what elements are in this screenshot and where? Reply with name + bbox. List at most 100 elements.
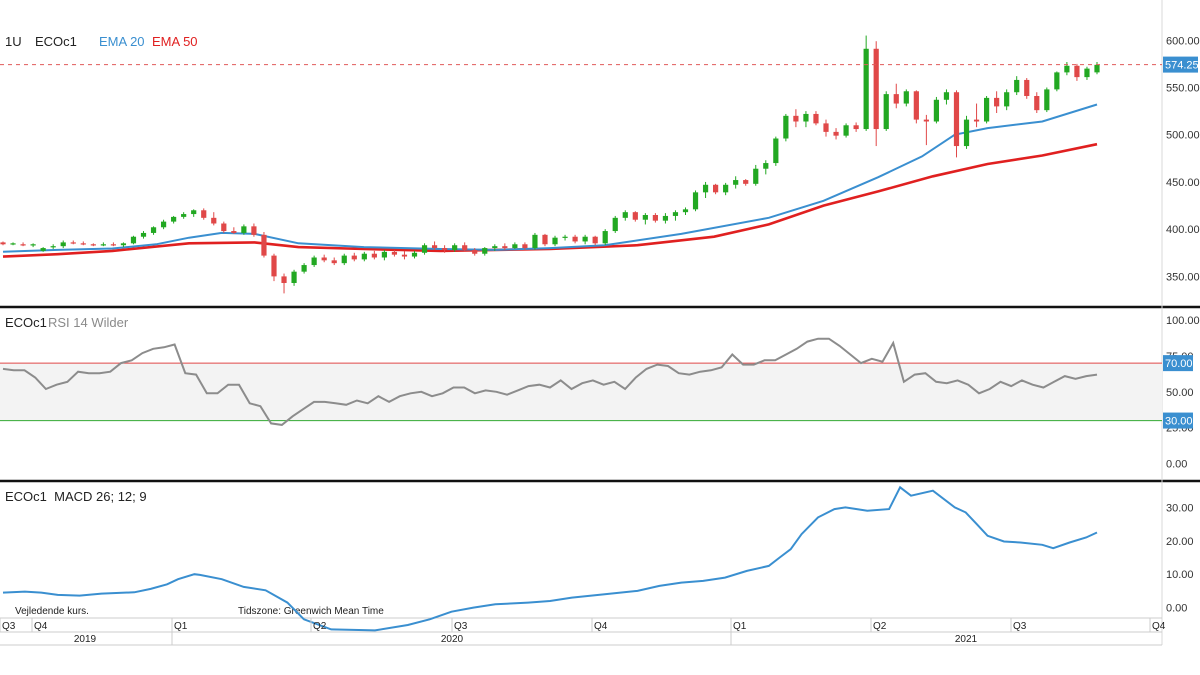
candle-body[interactable]: [562, 236, 568, 238]
candle-body[interactable]: [933, 99, 940, 122]
candle-body[interactable]: [120, 243, 127, 246]
candle-body[interactable]: [391, 251, 398, 255]
candle-body[interactable]: [1094, 64, 1100, 73]
candle-body[interactable]: [1084, 68, 1090, 78]
candle-body[interactable]: [431, 245, 438, 249]
candle-body[interactable]: [753, 168, 759, 184]
candle-body[interactable]: [401, 254, 408, 257]
candle-body[interactable]: [221, 223, 227, 232]
candle-body[interactable]: [582, 236, 588, 242]
candle-body[interactable]: [602, 231, 608, 244]
candle-body[interactable]: [231, 231, 237, 233]
candle-body[interactable]: [201, 210, 207, 218]
candle-body[interactable]: [150, 227, 157, 233]
candle-body[interactable]: [943, 92, 950, 100]
candle-body[interactable]: [60, 242, 66, 247]
candle-body[interactable]: [692, 192, 699, 210]
candle-body[interactable]: [321, 257, 327, 261]
macd-line[interactable]: [2, 485, 1098, 632]
candle-body[interactable]: [682, 209, 689, 213]
candle-body[interactable]: [341, 255, 347, 264]
candle-body[interactable]: [160, 221, 167, 228]
candle-body[interactable]: [833, 131, 839, 136]
candle-body[interactable]: [773, 138, 779, 164]
candle-body[interactable]: [823, 123, 829, 132]
candle-body[interactable]: [80, 243, 86, 245]
candle-body[interactable]: [1044, 89, 1050, 111]
candle-body[interactable]: [90, 244, 96, 246]
candle-body[interactable]: [572, 236, 578, 242]
candle-body[interactable]: [411, 252, 418, 257]
candle-body[interactable]: [863, 48, 869, 130]
candle-body[interactable]: [923, 119, 929, 122]
candle-body[interactable]: [542, 234, 548, 245]
rsi-line[interactable]: [2, 337, 1098, 426]
candle-body[interactable]: [803, 113, 809, 122]
candle-body[interactable]: [652, 215, 658, 221]
candle-body[interactable]: [70, 242, 76, 244]
candle-body[interactable]: [291, 271, 297, 283]
candle-body[interactable]: [763, 163, 769, 169]
candle-body[interactable]: [963, 119, 970, 147]
candle-body[interactable]: [331, 260, 337, 264]
candle-body[interactable]: [20, 244, 26, 246]
candle-body[interactable]: [552, 237, 558, 245]
candle-body[interactable]: [994, 97, 1000, 107]
candle-body[interactable]: [883, 94, 889, 130]
macd-panel[interactable]: 30.00 20.00 10.00 0.00: [2, 485, 1194, 632]
candle-body[interactable]: [532, 234, 538, 249]
candle-body[interactable]: [873, 48, 879, 130]
candle-body[interactable]: [472, 249, 478, 254]
candle-body[interactable]: [723, 184, 729, 193]
candle-body[interactable]: [612, 217, 618, 232]
candle-body[interactable]: [672, 212, 679, 216]
candle-body[interactable]: [733, 180, 739, 185]
candle-body[interactable]: [40, 248, 46, 251]
candle-body[interactable]: [592, 236, 598, 244]
candle-body[interactable]: [713, 184, 719, 193]
candle-body[interactable]: [442, 248, 448, 250]
candle-body[interactable]: [1064, 65, 1070, 73]
candle-body[interactable]: [1024, 79, 1030, 96]
candle-body[interactable]: [462, 245, 468, 250]
candle-body[interactable]: [191, 210, 197, 215]
price-panel[interactable]: 600.00 550.00 500.00 450.00 400.00 350.00 574.…: [0, 35, 1200, 294]
candle-body[interactable]: [381, 251, 387, 258]
candle-body[interactable]: [502, 246, 508, 249]
candle-body[interactable]: [632, 212, 638, 220]
candle-body[interactable]: [361, 253, 367, 260]
candle-body[interactable]: [662, 215, 669, 221]
candle-body[interactable]: [813, 113, 819, 124]
candle-body[interactable]: [1054, 72, 1060, 90]
candle-body[interactable]: [1014, 79, 1020, 93]
candle-body[interactable]: [452, 245, 458, 250]
candle-body[interactable]: [783, 115, 789, 139]
candle-body[interactable]: [1004, 92, 1010, 107]
candle-body[interactable]: [130, 236, 137, 244]
candle-body[interactable]: [30, 244, 36, 246]
candle-body[interactable]: [953, 92, 960, 147]
candle-body[interactable]: [371, 253, 377, 258]
candle-body[interactable]: [140, 232, 147, 237]
candle-body[interactable]: [702, 184, 709, 193]
candle-body[interactable]: [893, 94, 899, 104]
candle-body[interactable]: [843, 125, 849, 136]
candle-body[interactable]: [211, 217, 217, 224]
candle-body[interactable]: [171, 216, 177, 222]
candle-body[interactable]: [853, 125, 859, 130]
candle-body[interactable]: [0, 242, 6, 245]
candle-body[interactable]: [251, 226, 257, 235]
candle-body[interactable]: [301, 265, 307, 272]
candle-body[interactable]: [743, 180, 749, 184]
candle-body[interactable]: [181, 214, 187, 217]
candle-body[interactable]: [793, 115, 799, 122]
candle-body[interactable]: [421, 245, 428, 253]
candle-body[interactable]: [241, 226, 247, 233]
candle-body[interactable]: [271, 255, 277, 277]
candle-body[interactable]: [642, 215, 648, 220]
candle-body[interactable]: [10, 243, 16, 245]
candle-body[interactable]: [100, 244, 106, 246]
candle-body[interactable]: [973, 119, 980, 122]
